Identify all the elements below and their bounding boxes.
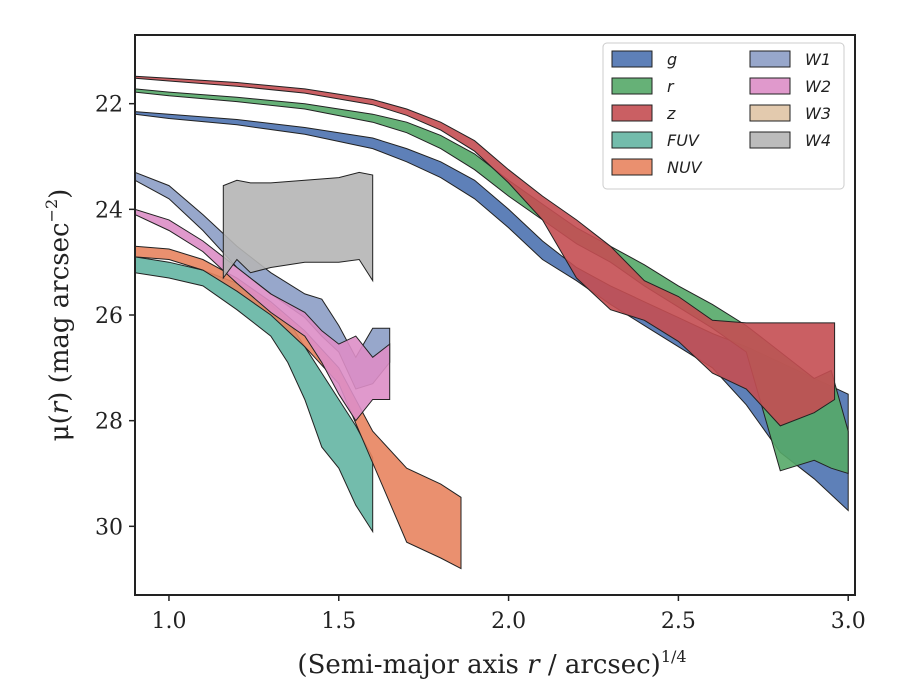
series-band-w4	[222, 171, 374, 283]
y-tick-label: 26	[95, 304, 123, 329]
series-band-g	[135, 111, 849, 512]
series-band-z	[135, 75, 836, 427]
legend-label-fuv: FUV	[667, 131, 700, 150]
legend-swatch-w3	[749, 104, 791, 122]
x-tick-label: 1.5	[321, 609, 356, 634]
legend-label-r: r	[667, 77, 675, 96]
y-tick-label: 28	[95, 410, 123, 435]
y-tick-label: 24	[95, 198, 123, 223]
y-tick-label: 30	[95, 515, 123, 540]
legend-swatch-g	[611, 50, 653, 68]
legend-swatch-fuv	[611, 131, 653, 149]
legend-label-g: g	[667, 50, 677, 69]
legend: grz FUV NUV W1 W2 W3 W4	[602, 42, 845, 190]
x-tick-label: 2.5	[661, 609, 696, 634]
legend-label-z: z	[666, 104, 676, 123]
x-tick-label: 3.0	[831, 609, 866, 634]
y-axis-label: μ(r) (mag arcsec−2)	[42, 189, 75, 442]
legend-label-w3: W3	[805, 104, 831, 123]
legend-swatch-w1	[749, 50, 791, 68]
legend-label-w2: W2	[805, 77, 831, 96]
legend-label-w4: W4	[805, 131, 831, 150]
x-axis-label: (Semi-major axis r / arcsec)1/4	[297, 647, 686, 680]
ticks-layer: 1.0 1.5 2.0 2.5 3.0 22 24 26 28 30	[95, 93, 866, 634]
x-tick-label: 2.0	[491, 609, 526, 634]
series-layer	[135, 75, 849, 570]
legend-swatch-w4	[749, 131, 791, 149]
y-tick-label: 22	[95, 93, 123, 118]
legend-swatch-r	[611, 77, 653, 95]
x-tick-label: 1.0	[151, 609, 186, 634]
legend-label-w1: W1	[805, 50, 831, 69]
legend-label-nuv: NUV	[667, 158, 703, 177]
legend-swatch-z	[611, 104, 653, 122]
legend-swatch-nuv	[611, 158, 653, 176]
legend-swatch-w2	[749, 77, 791, 95]
series-band-r	[135, 88, 849, 475]
